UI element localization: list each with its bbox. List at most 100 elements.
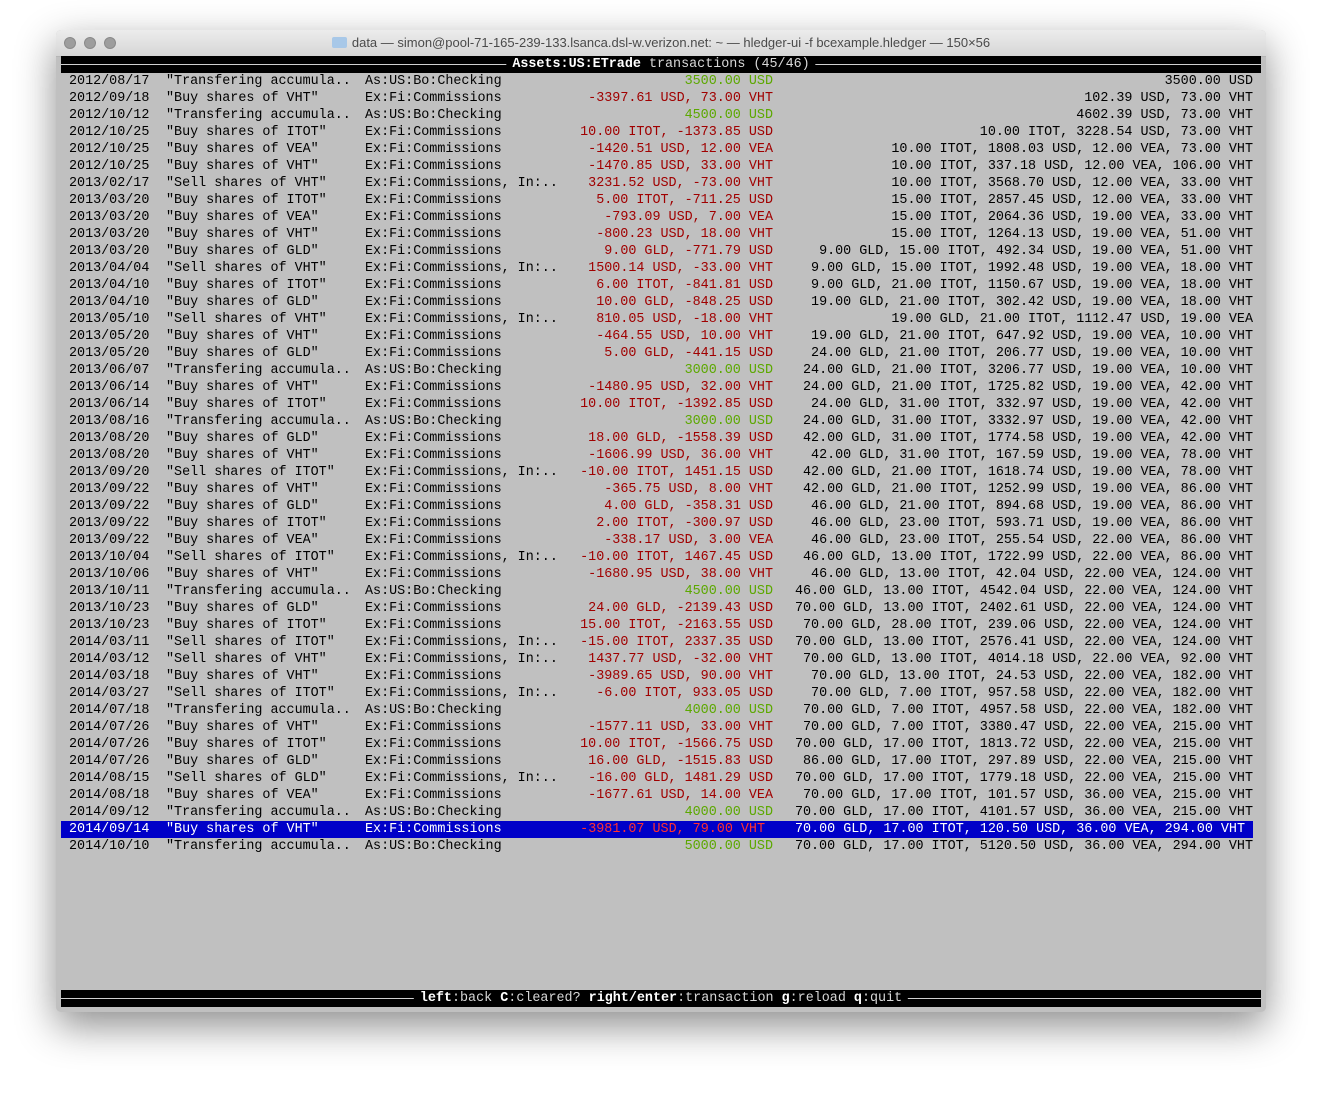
transaction-row-selected[interactable]: 2014/09/14 "Buy shares of VHT" Ex:Fi:Commi… [61,821,1253,838]
transaction-row[interactable]: 2013/09/20 "Sell shares of ITOT" Ex:Fi:Com… [61,464,1261,481]
transaction-row[interactable]: 2013/10/06 "Buy shares of VHT" Ex:Fi:Commi… [61,566,1261,583]
minimize-button[interactable] [84,37,96,49]
row-balance: 70.00 GLD, 13.00 ITOT, 4014.18 USD, 22.0… [803,652,1253,667]
transaction-row[interactable]: 2012/10/12 "Transfering accumula.. As:US:B… [61,107,1261,124]
transaction-row[interactable]: 2013/03/20 "Buy shares of GLD" Ex:Fi:Commi… [61,243,1261,260]
row-description: "Transfering accumula.. [166,839,351,854]
transaction-row[interactable]: 2013/05/10 "Sell shares of VHT" Ex:Fi:Comm… [61,311,1261,328]
row-date: 2013/10/23 [69,618,150,633]
row-balance: 9.00 GLD, 15.00 ITOT, 492.34 USD, 19.00 … [819,244,1253,259]
transaction-row[interactable]: 2012/10/25 "Buy shares of VHT" Ex:Fi:Commi… [61,158,1261,175]
row-balance: 24.00 GLD, 21.00 ITOT, 206.77 USD, 19.00… [811,346,1253,361]
key-action-label: cleared? [516,991,581,1006]
transaction-row[interactable]: 2014/03/12 "Sell shares of VHT" Ex:Fi:Comm… [61,651,1261,668]
window-title-text: data — simon@pool-71-165-239-133.lsanca.… [351,35,991,50]
transaction-row[interactable]: 2012/08/17 "Transfering accumula.. As:US:B… [61,73,1261,90]
transaction-row[interactable]: 2014/08/15 "Sell shares of GLD" Ex:Fi:Comm… [61,770,1261,787]
transaction-list[interactable]: 2012/08/17 "Transfering accumula.. As:US:B… [61,73,1261,855]
row-date: 2013/06/14 [69,380,150,395]
transaction-row[interactable]: 2014/03/18 "Buy shares of VHT" Ex:Fi:Commi… [61,668,1261,685]
zoom-button[interactable] [104,37,116,49]
transaction-row[interactable]: 2014/07/26 "Buy shares of GLD" Ex:Fi:Commi… [61,753,1261,770]
transaction-row[interactable]: 2013/08/20 "Buy shares of VHT" Ex:Fi:Commi… [61,447,1261,464]
row-amount: 5000.00 USD [684,839,773,854]
row-description: "Transfering accumula.. [166,108,351,123]
transaction-row[interactable]: 2014/07/26 "Buy shares of VHT" Ex:Fi:Commi… [61,719,1261,736]
row-date: 2013/09/22 [69,482,150,497]
row-balance: 42.00 GLD, 21.00 ITOT, 1252.99 USD, 19.0… [803,482,1253,497]
close-button[interactable] [64,37,76,49]
row-balance: 10.00 ITOT, 3228.54 USD, 73.00 VHT [979,125,1253,140]
row-balance: 70.00 GLD, 7.00 ITOT, 957.58 USD, 22.00 … [811,686,1253,701]
transaction-row[interactable]: 2013/10/23 "Buy shares of GLD" Ex:Fi:Commi… [61,600,1261,617]
terminal-window: data — simon@pool-71-165-239-133.lsanca.… [56,30,1266,1012]
transaction-row[interactable]: 2013/04/04 "Sell shares of VHT" Ex:Fi:Comm… [61,260,1261,277]
row-description: "Sell shares of GLD" [166,771,327,786]
transaction-row[interactable]: 2013/04/10 "Buy shares of GLD" Ex:Fi:Commi… [61,294,1261,311]
transaction-row[interactable]: 2012/09/18 "Buy shares of VHT" Ex:Fi:Commi… [61,90,1261,107]
row-amount: -1470.85 USD, 33.00 VHT [588,159,773,174]
transaction-row[interactable]: 2014/08/18 "Buy shares of VEA" Ex:Fi:Commi… [61,787,1261,804]
transaction-row[interactable]: 2014/03/27 "Sell shares of ITOT" Ex:Fi:Com… [61,685,1261,702]
transaction-row[interactable]: 2013/05/20 "Buy shares of VHT" Ex:Fi:Commi… [61,328,1261,345]
transaction-row[interactable]: 2013/08/20 "Buy shares of GLD" Ex:Fi:Commi… [61,430,1261,447]
transaction-row[interactable]: 2014/07/26 "Buy shares of ITOT" Ex:Fi:Comm… [61,736,1261,753]
transaction-row[interactable]: 2012/10/25 "Buy shares of VEA" Ex:Fi:Commi… [61,141,1261,158]
row-balance: 46.00 GLD, 13.00 ITOT, 42.04 USD, 22.00 … [811,567,1253,582]
row-balance: 46.00 GLD, 13.00 ITOT, 1722.99 USD, 22.0… [803,550,1253,565]
transaction-row[interactable]: 2014/09/12 "Transfering accumula.. As:US:B… [61,804,1261,821]
row-description: "Buy shares of ITOT" [166,516,327,531]
row-amount: -10.00 ITOT, 1467.45 USD [580,550,773,565]
transaction-row[interactable]: 2014/07/18 "Transfering accumula.. As:US:B… [61,702,1261,719]
transaction-row[interactable]: 2013/08/16 "Transfering accumula.. As:US:B… [61,413,1261,430]
row-balance: 4602.39 USD, 73.00 VHT [1076,108,1253,123]
row-account: Ex:Fi:Commissions [365,482,502,497]
transaction-row[interactable]: 2014/03/11 "Sell shares of ITOT" Ex:Fi:Com… [61,634,1261,651]
row-date: 2014/09/12 [69,805,150,820]
transaction-row[interactable]: 2013/06/14 "Buy shares of ITOT" Ex:Fi:Comm… [61,396,1261,413]
transaction-row[interactable]: 2013/02/17 "Sell shares of VHT" Ex:Fi:Comm… [61,175,1261,192]
row-balance: 70.00 GLD, 28.00 ITOT, 239.06 USD, 22.00… [803,618,1253,633]
transaction-row[interactable]: 2013/06/07 "Transfering accumula.. As:US:B… [61,362,1261,379]
transaction-row[interactable]: 2013/06/14 "Buy shares of VHT" Ex:Fi:Commi… [61,379,1261,396]
row-date: 2013/08/20 [69,448,150,463]
row-date: 2013/10/04 [69,550,150,565]
transaction-row[interactable]: 2013/09/22 "Buy shares of VEA" Ex:Fi:Commi… [61,532,1261,549]
transaction-row[interactable]: 2013/04/10 "Buy shares of ITOT" Ex:Fi:Comm… [61,277,1261,294]
transaction-row[interactable]: 2013/10/11 "Transfering accumula.. As:US:B… [61,583,1261,600]
row-date: 2014/07/26 [69,754,150,769]
row-account: As:US:Bo:Checking [365,108,502,123]
row-description: "Buy shares of GLD" [166,499,319,514]
row-balance: 102.39 USD, 73.00 VHT [1084,91,1253,106]
transaction-row[interactable]: 2013/05/20 "Buy shares of GLD" Ex:Fi:Commi… [61,345,1261,362]
row-description: "Transfering accumula.. [166,363,351,378]
key-quit: q [853,991,862,1006]
title-bar: data — simon@pool-71-165-239-133.lsanca.… [56,30,1266,57]
transaction-row[interactable]: 2013/03/20 "Buy shares of VHT" Ex:Fi:Commi… [61,226,1261,243]
row-account: Ex:Fi:Commissions [365,329,502,344]
transaction-row[interactable]: 2013/10/23 "Buy shares of ITOT" Ex:Fi:Comm… [61,617,1261,634]
transaction-row[interactable]: 2013/09/22 "Buy shares of VHT" Ex:Fi:Commi… [61,481,1261,498]
row-description: "Buy shares of GLD" [166,295,319,310]
row-amount: -800.23 USD, 18.00 VHT [596,227,773,242]
row-description: "Buy shares of VEA" [166,788,319,803]
row-balance: 70.00 GLD, 13.00 ITOT, 2402.61 USD, 22.0… [794,601,1253,616]
row-amount: 9.00 GLD, -771.79 USD [604,244,773,259]
row-date: 2012/10/12 [69,108,150,123]
row-amount: 3231.52 USD, -73.00 VHT [588,176,773,191]
transaction-row[interactable]: 2012/10/25 "Buy shares of ITOT" Ex:Fi:Comm… [61,124,1261,141]
transaction-row[interactable]: 2013/03/20 "Buy shares of ITOT" Ex:Fi:Comm… [61,192,1261,209]
row-description: "Buy shares of VHT" [166,669,319,684]
row-date: 2013/03/20 [69,210,150,225]
transaction-row[interactable]: 2013/03/20 "Buy shares of VEA" Ex:Fi:Commi… [61,209,1261,226]
row-description: "Buy shares of GLD" [166,346,319,361]
row-amount: 10.00 ITOT, -1373.85 USD [580,125,773,140]
row-description: "Buy shares of VHT" [166,822,319,837]
transaction-row[interactable]: 2013/09/22 "Buy shares of GLD" Ex:Fi:Commi… [61,498,1261,515]
transaction-row[interactable]: 2013/09/22 "Buy shares of ITOT" Ex:Fi:Comm… [61,515,1261,532]
row-balance: 9.00 GLD, 15.00 ITOT, 1992.48 USD, 19.00… [811,261,1253,276]
row-date: 2013/03/20 [69,193,150,208]
row-account: Ex:Fi:Commissions [365,227,502,242]
transaction-row[interactable]: 2014/10/10 "Transfering accumula.. As:US:B… [61,838,1261,855]
transaction-row[interactable]: 2013/10/04 "Sell shares of ITOT" Ex:Fi:Com… [61,549,1261,566]
